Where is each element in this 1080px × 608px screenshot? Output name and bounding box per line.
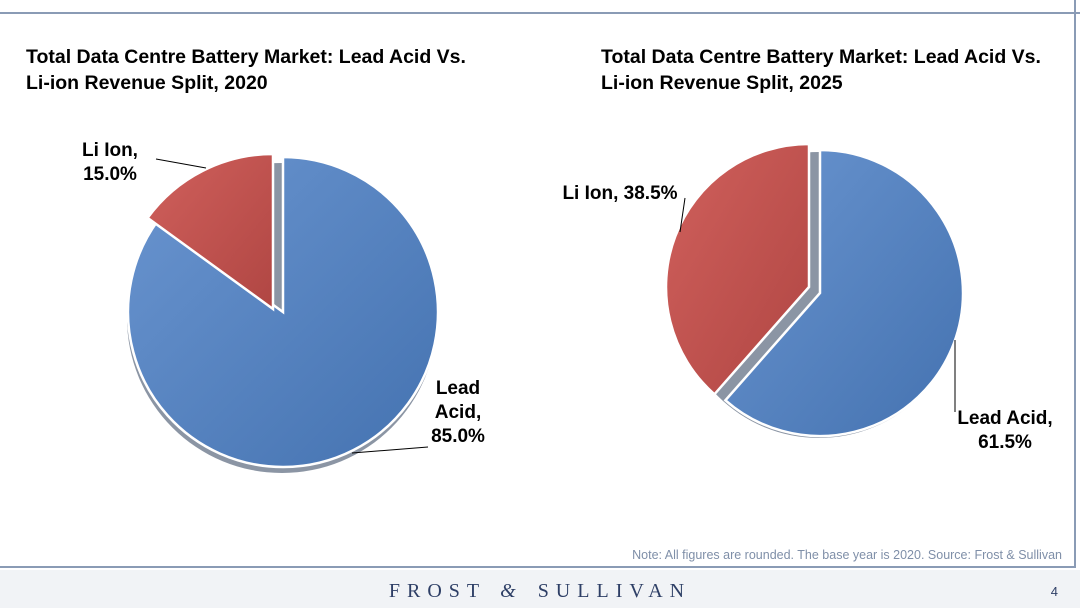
chart-title-2020-line2: Li-ion Revenue Split, 2020 [26,72,268,94]
brand-left: FROST [388,580,487,602]
footer-band [0,570,1080,608]
data-label-li-ion-line: 15.0% [83,164,137,185]
chart-title-2025-line1: Total Data Centre Battery Market: Lead A… [601,46,1041,68]
chart-title-2020-line1: Total Data Centre Battery Market: Lead A… [26,46,466,68]
brand-right: SULLIVAN [537,580,692,602]
chart-title-2025: Total Data Centre Battery Market: Lead A… [601,44,1041,96]
slide-top-border [0,0,1080,14]
data-label-li-ion: Li Ion, 15.0% [82,140,138,185]
leader-line-li-ion [155,158,207,169]
data-label-lead-acid: Lead Acid, 61.5% [957,408,1052,453]
source-note: Note: All figures are rounded. The base … [632,548,1062,562]
slide-frame [0,0,1076,568]
pie-slice-li-ion [145,152,275,312]
pie-2020: Lead Acid, 85.0% Li Ion, 15.0% [82,140,485,473]
pie-slice-li-ion [664,142,811,397]
data-label-li-ion: Li Ion, 38.5% [562,183,677,204]
data-label-lead-acid-line: 61.5% [978,432,1032,453]
brand-ampersand: & [500,580,516,602]
pie-2025: Lead Acid, 61.5% Li Ion, 38.5% [562,142,1053,453]
chart-title-2020: Total Data Centre Battery Market: Lead A… [26,44,466,96]
pie-slice-lead-acid [126,155,440,469]
data-label-lead-acid: Lead Acid, 85.0% [431,378,485,447]
leader-line-lead-acid [351,446,429,454]
pie-charts: Lead Acid, 85.0% Li Ion, 15.0% Lead Acid, 61.… [82,140,1053,473]
data-label-lead-acid-line: Lead Acid, [957,408,1052,429]
data-label-li-ion-line: Li Ion, 38.5% [562,183,677,204]
leader-line-li-ion [679,197,686,233]
data-label-lead-acid-line: 85.0% [431,426,485,447]
brand-logo: FROST & SULLIVAN [0,580,1080,603]
data-label-li-ion-line: Li Ion, [82,140,138,161]
data-label-lead-acid-line: Acid, [435,402,481,423]
pie-slice-lead-acid [723,148,965,438]
data-label-lead-acid-line: Lead [436,378,480,399]
chart-title-2025-line2: Li-ion Revenue Split, 2025 [601,72,843,94]
page-number: 4 [1050,584,1058,599]
